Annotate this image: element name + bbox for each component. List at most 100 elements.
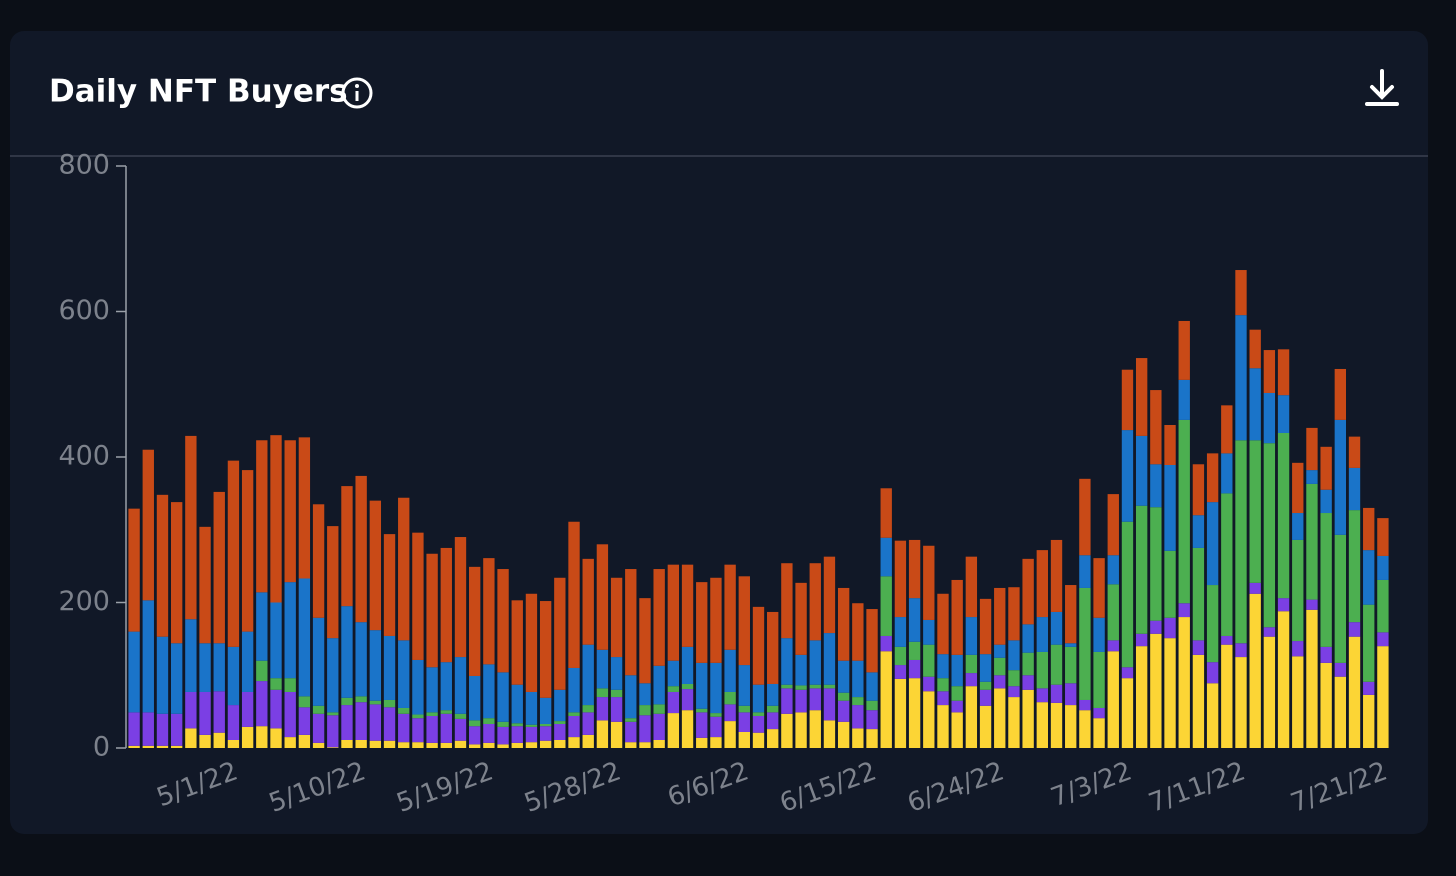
bar-segment bbox=[1192, 464, 1205, 516]
bar-segment bbox=[312, 504, 325, 618]
bar-segment bbox=[1206, 453, 1219, 503]
bar-segment bbox=[1079, 587, 1091, 700]
bar-segment bbox=[1320, 646, 1332, 663]
bar-segment bbox=[823, 720, 836, 748]
bar-segment bbox=[199, 734, 211, 748]
bar-segment bbox=[923, 691, 935, 748]
bar-segment bbox=[1292, 641, 1304, 657]
bar-segment bbox=[852, 705, 864, 729]
bar-segment bbox=[752, 712, 765, 716]
bar-segment bbox=[511, 742, 523, 748]
bar-segment bbox=[156, 745, 169, 748]
bar-segment bbox=[1121, 678, 1134, 748]
bar-segment bbox=[582, 558, 594, 645]
bar-segment bbox=[653, 704, 665, 714]
bar-segment bbox=[227, 739, 240, 748]
bar-segment bbox=[596, 649, 609, 689]
bar-segment bbox=[667, 686, 680, 692]
bar-segment bbox=[653, 569, 665, 666]
bar-segment bbox=[667, 691, 680, 714]
bar-segment bbox=[738, 665, 750, 706]
bar-segment bbox=[284, 440, 296, 583]
bar-segment bbox=[1320, 662, 1332, 748]
info-icon[interactable] bbox=[341, 77, 373, 109]
bar-segment bbox=[1164, 638, 1176, 748]
bar-segment bbox=[681, 710, 694, 748]
bar-segment bbox=[852, 660, 864, 698]
bar-segment bbox=[1050, 539, 1063, 612]
bar-segment bbox=[1235, 315, 1247, 441]
bar-segment bbox=[837, 692, 850, 701]
bar-segment bbox=[994, 644, 1006, 658]
bar-segment bbox=[525, 593, 538, 692]
bar-segment bbox=[241, 470, 254, 632]
bar-segment bbox=[880, 537, 892, 577]
x-tick-label: 6/6/22 bbox=[664, 756, 753, 813]
bar-segment bbox=[894, 665, 907, 679]
bar-segment bbox=[1135, 633, 1148, 647]
bar-segment bbox=[568, 712, 580, 716]
bar-segment bbox=[781, 713, 793, 748]
bar-segment bbox=[795, 582, 807, 655]
bar-segment bbox=[284, 691, 296, 738]
bar-segment bbox=[582, 734, 594, 748]
bar-segment bbox=[554, 577, 566, 690]
bar-segment bbox=[469, 720, 481, 727]
bar-segment bbox=[256, 592, 268, 661]
bar-segment bbox=[454, 713, 467, 719]
bar-segment bbox=[965, 617, 978, 655]
bar-segment bbox=[696, 737, 708, 748]
bar-segment bbox=[1050, 644, 1063, 685]
bar-segment bbox=[809, 684, 821, 689]
bar-segment bbox=[398, 707, 410, 714]
bar-segment bbox=[1192, 515, 1205, 548]
bar-segment bbox=[1164, 617, 1176, 639]
bar-segment bbox=[568, 737, 580, 748]
download-icon[interactable] bbox=[1365, 69, 1399, 106]
bar-segment bbox=[767, 729, 779, 748]
bar-segment bbox=[965, 673, 978, 687]
bar-segment bbox=[1348, 636, 1361, 748]
bar-segment bbox=[738, 576, 750, 666]
bar-segment bbox=[483, 558, 495, 665]
bar-segment bbox=[852, 603, 864, 661]
bar-segment bbox=[809, 563, 821, 641]
bar-segment bbox=[398, 742, 410, 748]
bar-segment bbox=[681, 689, 694, 711]
bar-segment bbox=[908, 678, 921, 748]
bar-segment bbox=[1306, 599, 1318, 610]
bar-segment bbox=[1348, 436, 1361, 468]
bar-segment bbox=[1277, 611, 1290, 748]
bar-segment bbox=[866, 700, 878, 711]
bar-segment bbox=[1221, 493, 1233, 636]
bar-segment bbox=[965, 654, 978, 674]
bar-segment bbox=[412, 532, 424, 660]
bar-segment bbox=[483, 723, 495, 743]
bar-segment bbox=[710, 662, 722, 714]
bar-segment bbox=[270, 678, 282, 690]
bar-segment bbox=[341, 697, 353, 706]
x-tick-label: 5/1/22 bbox=[153, 756, 242, 813]
bar-segment bbox=[497, 726, 509, 745]
bar-segment bbox=[979, 705, 992, 748]
bar-segment bbox=[298, 578, 311, 697]
bar-segment bbox=[894, 678, 907, 748]
bar-segment bbox=[1320, 446, 1332, 490]
bar-segment bbox=[156, 713, 169, 746]
bar-segment bbox=[1221, 405, 1233, 454]
bar-segment bbox=[852, 697, 864, 706]
bar-segment bbox=[809, 688, 821, 711]
bar-segment bbox=[440, 547, 452, 663]
bar-segment bbox=[213, 691, 225, 733]
bar-segment bbox=[880, 488, 892, 538]
x-tick-label: 7/3/22 bbox=[1047, 756, 1136, 813]
bar-segment bbox=[284, 582, 296, 679]
bar-segment bbox=[554, 723, 566, 740]
bar-segment bbox=[752, 606, 765, 685]
bar-segment bbox=[767, 683, 779, 706]
bar-segment bbox=[610, 721, 623, 748]
bar-segment bbox=[1334, 676, 1347, 748]
bar-segment bbox=[1206, 585, 1219, 663]
bar-segment bbox=[142, 449, 154, 601]
bar-segment bbox=[398, 640, 410, 708]
